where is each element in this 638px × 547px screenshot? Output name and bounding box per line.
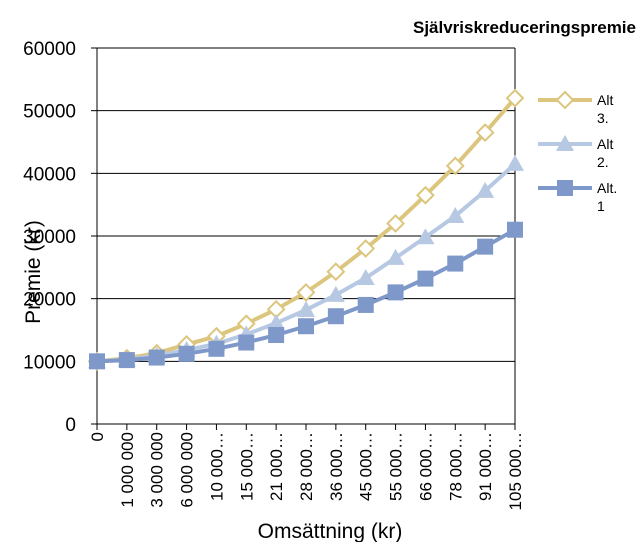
legend-label: Alt 2. [597, 136, 613, 170]
data-point [326, 262, 346, 282]
y-tick-label: 60000 [23, 39, 76, 60]
data-point [417, 270, 434, 287]
data-point [118, 352, 135, 369]
series-group [89, 221, 523, 370]
y-tick-label: 30000 [23, 227, 76, 248]
x-tick-label: 45 000… [357, 432, 376, 501]
x-tick-label: 105 000… [506, 432, 525, 510]
data-point [506, 154, 524, 171]
data-point [477, 238, 494, 255]
x-tick-label: 21 000… [267, 432, 286, 501]
x-tick-label: 6 000 000 [178, 432, 197, 508]
data-point [148, 349, 165, 366]
data-point [386, 248, 405, 265]
x-tick-label: 78 000… [446, 432, 465, 501]
x-axis-title: Omsättning (kr) [258, 520, 403, 542]
x-tick-label: 55 000… [387, 432, 406, 501]
data-point [326, 285, 345, 302]
y-tick-label: 20000 [23, 290, 76, 311]
data-point [416, 228, 435, 245]
data-point [268, 327, 285, 344]
data-point [505, 88, 525, 108]
data-point [208, 340, 225, 357]
axes: 0 10000 20000 30000 40000 50000 60000 0 1 000 00… [23, 39, 525, 510]
data-point [386, 214, 405, 233]
data-point [476, 181, 495, 198]
data-point [89, 353, 105, 370]
legend-item: Alt 2. [538, 135, 613, 170]
legend-item: Alt. 1 [538, 180, 617, 214]
y-tick-label: 40000 [23, 164, 76, 185]
legend-item: Alt 3. [538, 90, 613, 126]
x-tick-label: 36 000… [327, 432, 346, 501]
x-tick-label: 66 000… [416, 432, 435, 501]
data-point [298, 318, 314, 335]
grid [97, 47, 515, 362]
data-point [416, 185, 435, 205]
data-point [555, 90, 575, 110]
data-point [327, 308, 344, 325]
y-tick-label: 0 [65, 415, 76, 436]
data-point [357, 296, 374, 313]
legend: Alt 3. Alt 2. Alt. 1 [538, 90, 617, 214]
data-point [356, 268, 375, 285]
data-point [447, 255, 464, 272]
data-point [356, 239, 376, 258]
y-tick-label: 10000 [23, 352, 76, 373]
x-tick-label: 10 000… [207, 432, 226, 501]
x-tick-label: 0 [88, 432, 107, 441]
legend-label: Alt 3. [597, 92, 613, 126]
data-point [178, 345, 195, 362]
data-point [557, 180, 573, 196]
x-tick-label: 91 000… [476, 432, 495, 501]
data-point [267, 314, 286, 331]
legend-label: Alt. 1 [597, 180, 617, 214]
x-tick-label: 15 000… [237, 432, 256, 501]
x-tick-label: 1 000 000 [118, 432, 137, 508]
data-point [445, 156, 465, 176]
y-tick-label: 50000 [23, 102, 76, 123]
x-tick-label: 28 000… [297, 432, 316, 501]
data-point [507, 221, 523, 238]
x-tick-label: 3 000 000 [148, 432, 167, 508]
data-point [446, 206, 465, 223]
y-axis-title: Premie (kr) [22, 220, 45, 324]
chart-title: Självriskreduceringspremie [413, 18, 636, 37]
data-point [297, 300, 315, 317]
data-point [296, 282, 316, 302]
data-point [475, 123, 495, 143]
data-point [556, 135, 574, 151]
data-point [238, 334, 255, 351]
data-point [387, 284, 404, 301]
series-layer [87, 88, 525, 371]
